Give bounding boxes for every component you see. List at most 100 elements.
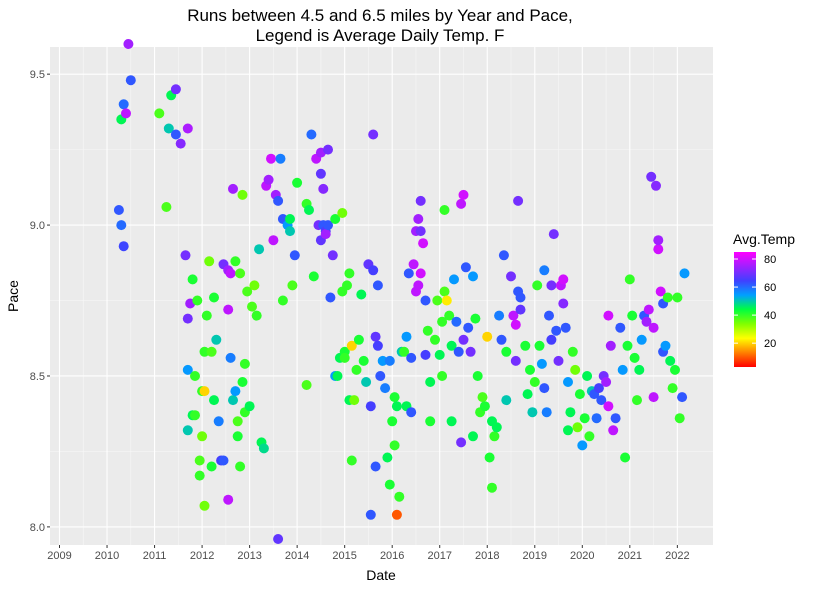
data-point	[232, 431, 243, 442]
data-point	[527, 407, 538, 418]
data-point	[420, 295, 431, 306]
data-point	[268, 235, 279, 246]
data-point	[199, 386, 210, 397]
data-point	[370, 461, 381, 472]
legend-tick-label: 20	[764, 338, 776, 350]
data-point	[468, 271, 478, 282]
x-tick-label: 2019	[523, 550, 547, 562]
data-point	[677, 392, 688, 403]
data-point	[415, 226, 426, 237]
data-point	[444, 310, 455, 321]
data-point	[463, 322, 474, 333]
data-point	[209, 395, 219, 406]
legend-ticks: 20 40 60 80	[734, 254, 776, 350]
data-point	[337, 208, 348, 218]
data-point	[391, 401, 402, 412]
data-point	[593, 383, 604, 394]
data-point	[389, 440, 400, 451]
data-point	[446, 340, 457, 351]
data-point	[643, 304, 654, 315]
data-point	[230, 256, 241, 267]
data-point	[242, 286, 253, 297]
data-point	[209, 292, 219, 303]
legend-tick-label: 60	[764, 282, 776, 294]
data-point	[496, 334, 507, 345]
data-point	[235, 268, 246, 279]
data-point	[413, 280, 424, 291]
data-point	[617, 364, 628, 375]
data-point	[546, 334, 557, 345]
data-point	[567, 346, 578, 357]
x-tick-label: 2020	[570, 550, 594, 562]
data-point	[384, 479, 395, 490]
data-point	[399, 346, 410, 357]
data-point	[365, 509, 376, 520]
data-point	[662, 292, 673, 303]
data-point	[515, 292, 526, 303]
data-point	[199, 500, 210, 511]
data-point	[125, 75, 136, 86]
x-tick-label: 2012	[190, 550, 214, 562]
data-point	[235, 461, 246, 472]
data-point	[591, 413, 602, 424]
data-point	[408, 259, 419, 270]
data-point	[541, 407, 552, 418]
data-point	[346, 455, 357, 466]
data-point	[199, 346, 210, 357]
data-point	[660, 340, 671, 351]
data-point	[563, 425, 573, 436]
data-point	[237, 189, 248, 200]
data-point	[353, 334, 364, 345]
data-point	[510, 319, 521, 330]
data-point	[458, 189, 469, 200]
data-point	[627, 310, 638, 321]
data-point	[672, 292, 683, 303]
x-tick-label: 2010	[95, 550, 119, 562]
x-tick-label: 2015	[332, 550, 356, 562]
data-point	[632, 395, 642, 406]
data-point	[249, 280, 260, 291]
data-point	[394, 491, 405, 502]
data-point	[187, 274, 198, 285]
data-point	[225, 352, 236, 363]
data-point	[223, 494, 234, 505]
data-point	[323, 220, 333, 231]
data-point	[665, 355, 676, 366]
legend-tick-label: 80	[764, 254, 776, 266]
data-point	[285, 226, 295, 237]
data-point	[570, 364, 581, 375]
data-point	[548, 229, 559, 240]
data-point	[244, 401, 255, 412]
data-point	[182, 123, 193, 134]
x-tick-label: 2017	[427, 550, 451, 562]
data-point	[304, 205, 314, 215]
data-point	[204, 256, 215, 267]
data-point	[477, 392, 488, 403]
data-point	[458, 334, 469, 345]
data-point	[170, 84, 181, 95]
data-point	[577, 440, 588, 451]
data-point	[258, 443, 269, 454]
x-axis-title: Date	[366, 567, 396, 583]
data-point	[372, 340, 383, 351]
data-point	[406, 352, 417, 363]
data-point	[318, 183, 329, 194]
data-point	[553, 355, 564, 366]
data-point	[332, 371, 343, 381]
data-point	[254, 244, 265, 255]
data-point	[180, 250, 191, 261]
data-point	[425, 377, 436, 387]
data-point	[344, 268, 355, 279]
data-point	[163, 123, 174, 134]
data-point	[534, 340, 545, 351]
data-point	[361, 377, 372, 387]
data-point	[349, 395, 360, 406]
data-point	[247, 301, 257, 312]
data-point	[653, 235, 664, 246]
x-tick-label: 2013	[237, 550, 261, 562]
y-tick-label: 9.0	[30, 220, 45, 232]
plot-panel	[50, 47, 713, 545]
data-point	[372, 280, 383, 291]
x-tick-label: 2022	[665, 550, 689, 562]
legend-colorbar	[734, 252, 756, 367]
